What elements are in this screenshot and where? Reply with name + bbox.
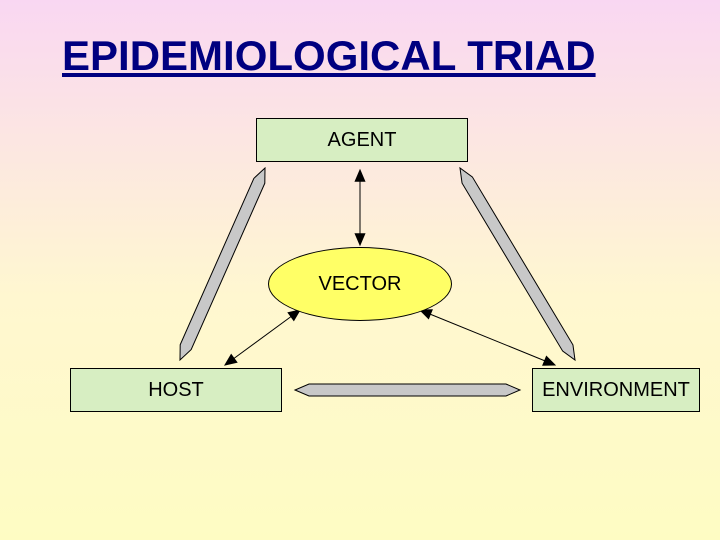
node-environment-label: ENVIRONMENT (542, 379, 690, 402)
slide: EPIDEMIOLOGICAL TRIAD AGENT VECTOR HOST … (0, 0, 720, 540)
node-agent: AGENT (256, 118, 468, 162)
node-environment: ENVIRONMENT (532, 368, 700, 412)
node-agent-label: AGENT (328, 129, 397, 152)
node-vector: VECTOR (268, 247, 452, 321)
node-vector-label: VECTOR (319, 273, 402, 296)
page-title: EPIDEMIOLOGICAL TRIAD (62, 32, 596, 80)
node-host-label: HOST (148, 379, 204, 402)
node-host: HOST (70, 368, 282, 412)
